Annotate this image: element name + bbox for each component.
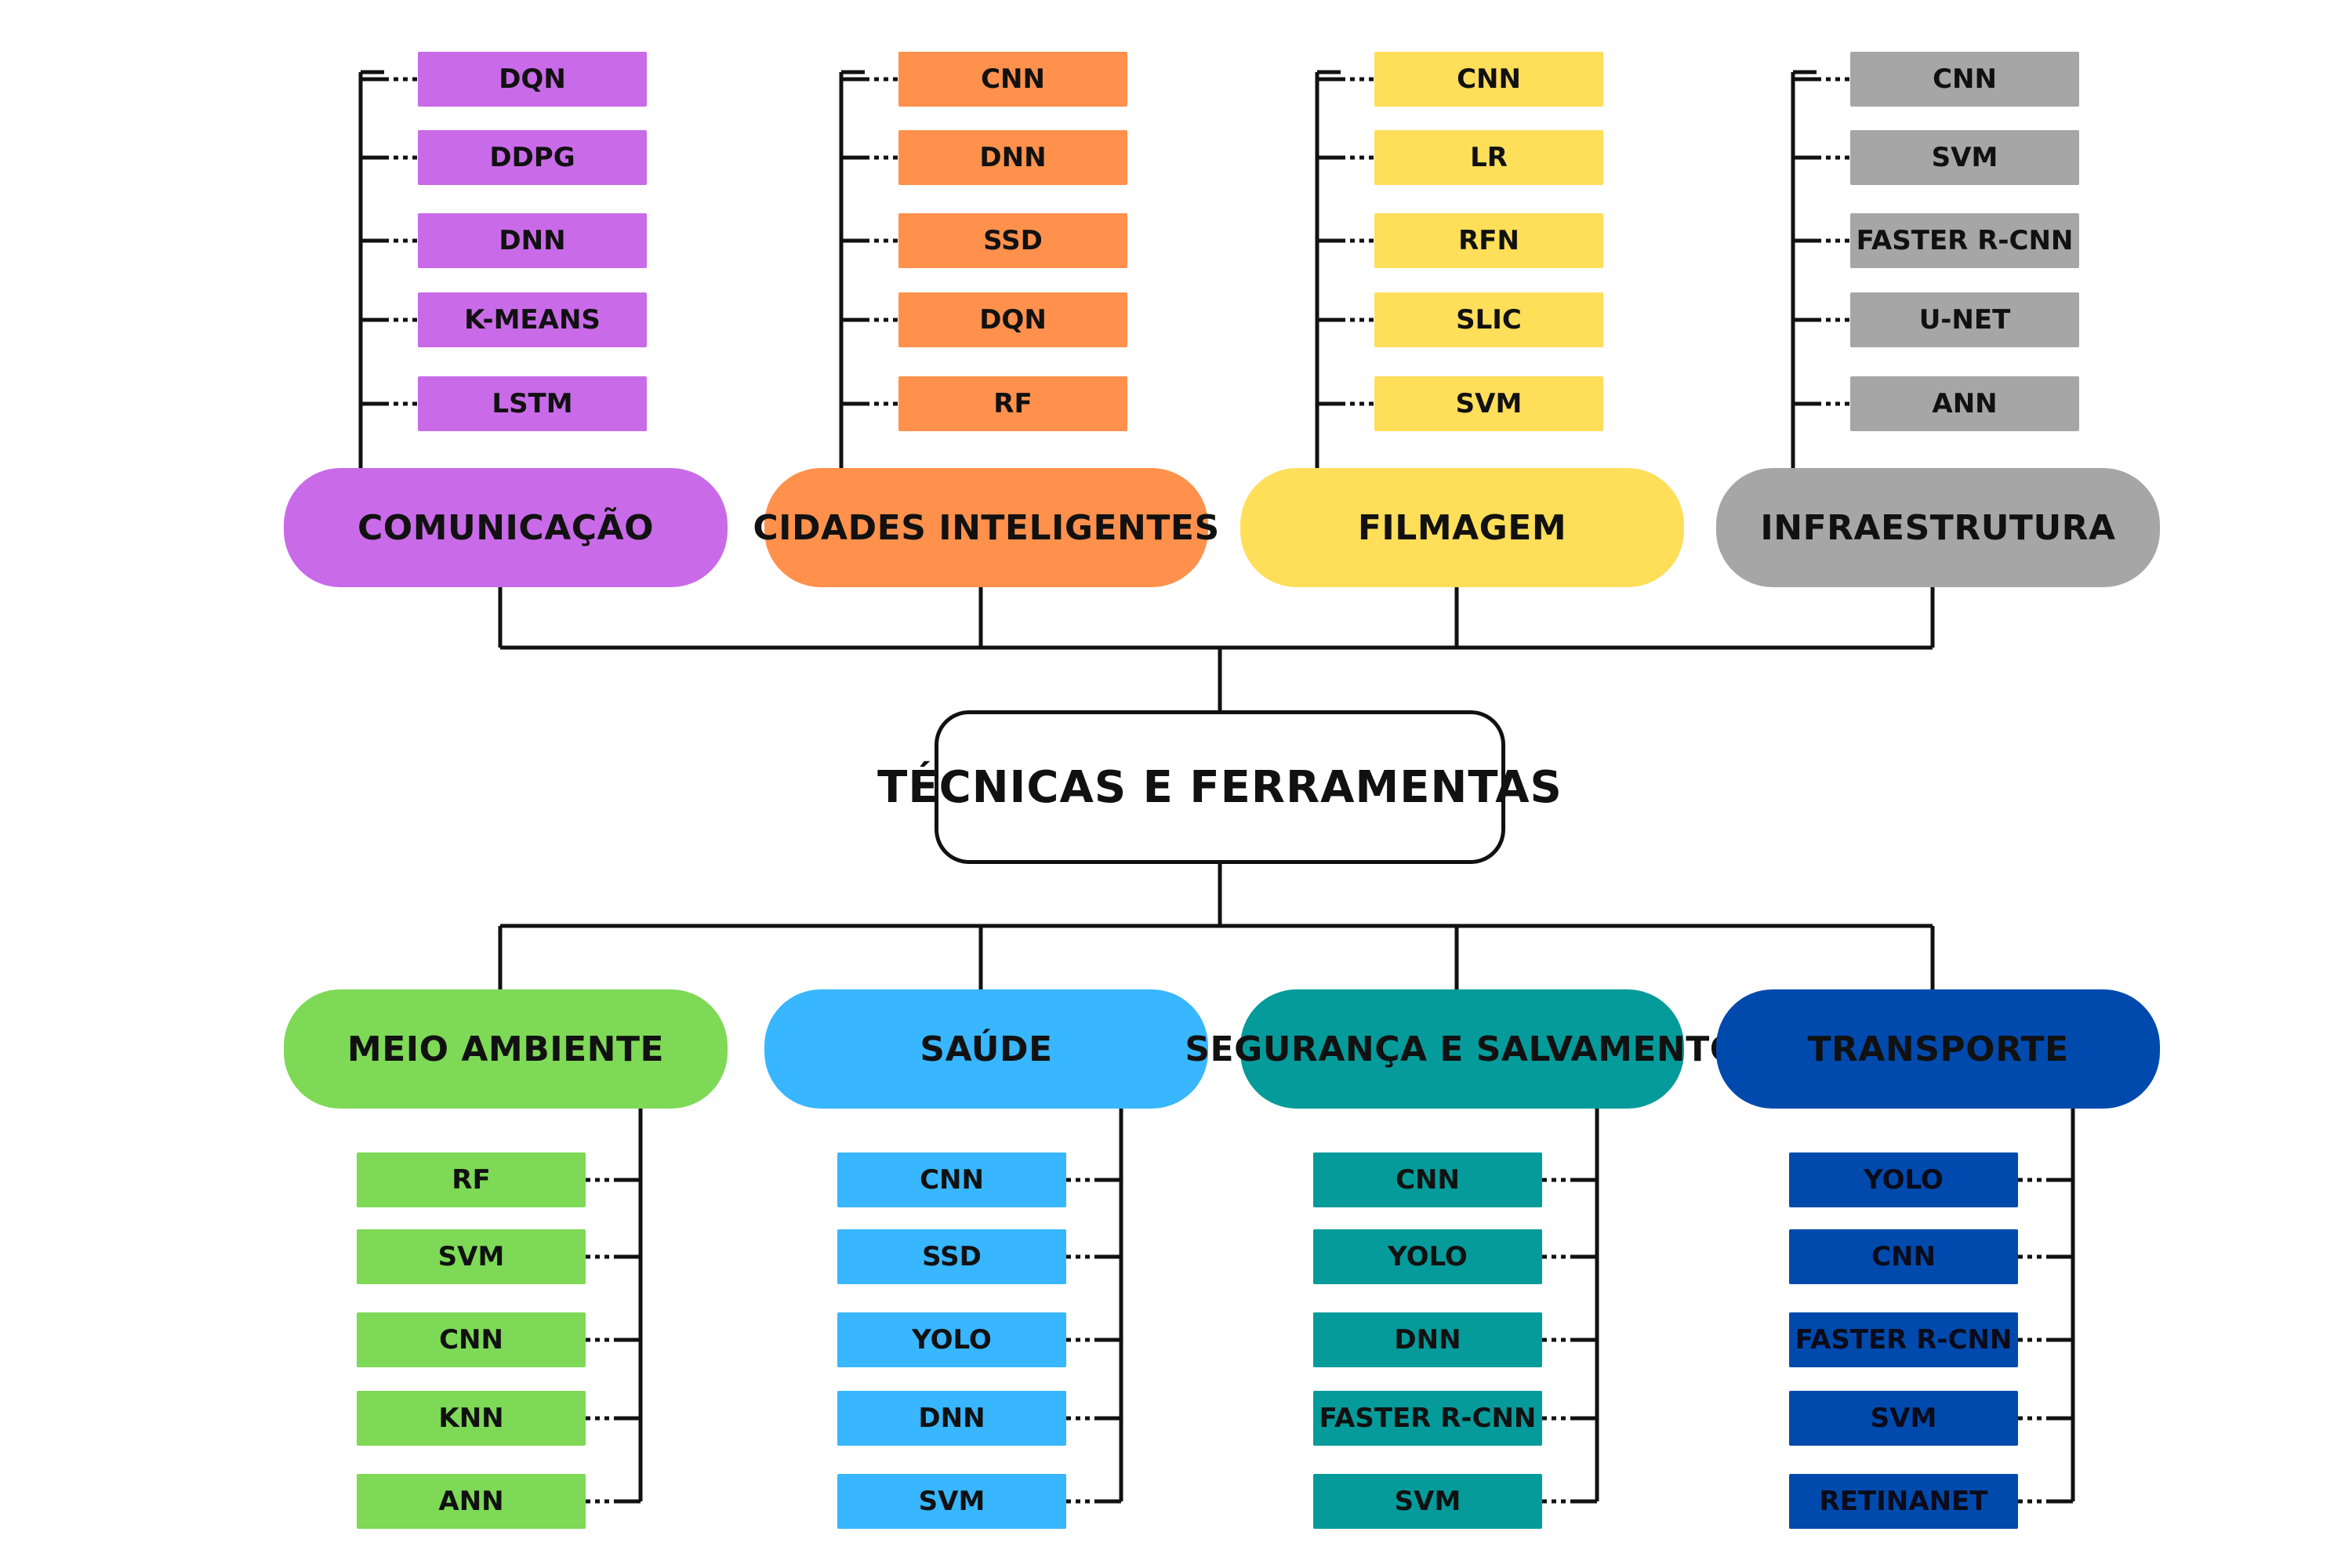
item-infraestrutura-faster-r-cnn: FASTER R-CNN — [1850, 213, 2079, 268]
item-infraestrutura-svm: SVM — [1850, 130, 2079, 185]
item-infraestrutura-u-net: U-NET — [1850, 292, 2079, 347]
item-meio-ambiente-svm: SVM — [357, 1229, 586, 1284]
item-filmagem-rfn: RFN — [1374, 213, 1603, 268]
category-comunicacao: COMUNICAÇÃO — [284, 468, 728, 587]
item-transporte-yolo: YOLO — [1789, 1152, 2018, 1207]
item-comunicacao-lstm: LSTM — [418, 376, 647, 431]
item-meio-ambiente-cnn: CNN — [357, 1312, 586, 1367]
item-transporte-retinanet: RETINANET — [1789, 1474, 2018, 1529]
item-transporte-cnn: CNN — [1789, 1229, 2018, 1284]
item-saude-svm: SVM — [837, 1474, 1066, 1529]
item-meio-ambiente-knn: KNN — [357, 1391, 586, 1446]
item-filmagem-cnn: CNN — [1374, 52, 1603, 107]
item-comunicacao-ddpg: DDPG — [418, 130, 647, 185]
item-transporte-svm: SVM — [1789, 1391, 2018, 1446]
item-saude-dnn: DNN — [837, 1391, 1066, 1446]
item-saude-yolo: YOLO — [837, 1312, 1066, 1367]
category-seguranca-e-salvamento: SEGURANÇA E SALVAMENTO — [1185, 989, 1739, 1109]
item-cidades-inteligentes-rf: RF — [898, 376, 1127, 431]
item-cidades-inteligentes-dnn: DNN — [898, 130, 1127, 185]
category-cidades-inteligentes: CIDADES INTELIGENTES — [753, 468, 1219, 587]
item-comunicacao-dnn: DNN — [418, 213, 647, 268]
category-infraestrutura: INFRAESTRUTURA — [1716, 468, 2160, 587]
root-node: TÉCNICAS E FERRAMENTAS — [877, 710, 1562, 864]
item-cidades-inteligentes-cnn: CNN — [898, 52, 1127, 107]
item-seguranca-e-salvamento-yolo: YOLO — [1313, 1229, 1542, 1284]
category-meio-ambiente: MEIO AMBIENTE — [284, 989, 728, 1109]
category-transporte: TRANSPORTE — [1716, 989, 2160, 1109]
item-comunicacao-dqn: DQN — [418, 52, 647, 107]
item-seguranca-e-salvamento-svm: SVM — [1313, 1474, 1542, 1529]
item-filmagem-lr: LR — [1374, 130, 1603, 185]
item-saude-cnn: CNN — [837, 1152, 1066, 1207]
category-filmagem: FILMAGEM — [1240, 468, 1684, 587]
item-filmagem-svm: SVM — [1374, 376, 1603, 431]
item-cidades-inteligentes-ssd: SSD — [898, 213, 1127, 268]
item-comunicacao-k-means: K-MEANS — [418, 292, 647, 347]
item-seguranca-e-salvamento-faster-r-cnn: FASTER R-CNN — [1313, 1391, 1542, 1446]
item-saude-ssd: SSD — [837, 1229, 1066, 1284]
item-transporte-faster-r-cnn: FASTER R-CNN — [1789, 1312, 2018, 1367]
item-filmagem-slic: SLIC — [1374, 292, 1603, 347]
item-meio-ambiente-ann: ANN — [357, 1474, 586, 1529]
category-saude: SAÚDE — [764, 989, 1208, 1109]
item-meio-ambiente-rf: RF — [357, 1152, 586, 1207]
item-infraestrutura-cnn: CNN — [1850, 52, 2079, 107]
item-cidades-inteligentes-dqn: DQN — [898, 292, 1127, 347]
item-seguranca-e-salvamento-cnn: CNN — [1313, 1152, 1542, 1207]
item-infraestrutura-ann: ANN — [1850, 376, 2079, 431]
item-seguranca-e-salvamento-dnn: DNN — [1313, 1312, 1542, 1367]
